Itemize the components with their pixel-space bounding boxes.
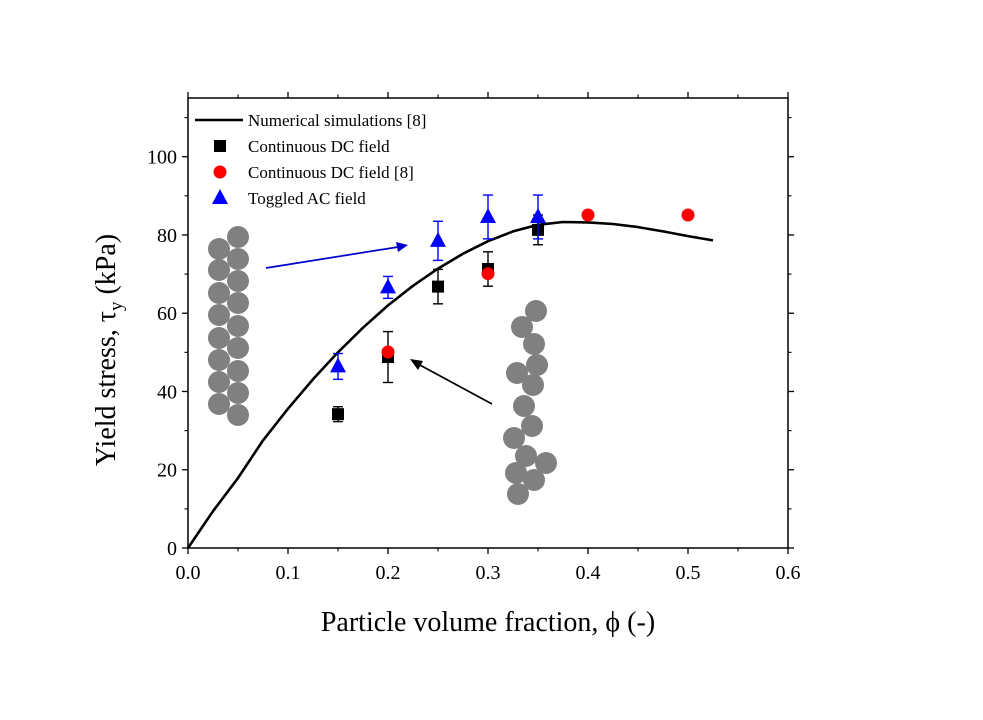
- particle: [208, 304, 230, 326]
- y-axis-title-unit: (kPa): [91, 234, 122, 302]
- y-axis-title-main: Yield stress, τ: [91, 311, 122, 466]
- particle: [227, 315, 249, 337]
- blue-arrow-head: [396, 242, 408, 252]
- y-tick-label: 40: [157, 381, 177, 403]
- particle: [227, 382, 249, 404]
- series-circle: [381, 208, 695, 359]
- particle: [227, 360, 249, 382]
- dc-field-ref-point: [381, 345, 395, 359]
- ac-field-point: [380, 278, 396, 294]
- x-tick-label: 0.4: [576, 562, 601, 584]
- particle: [208, 371, 230, 393]
- series-layer: [186, 194, 714, 549]
- particle: [227, 404, 249, 426]
- particle: [227, 292, 249, 314]
- y-tick-label: 100: [147, 147, 177, 169]
- particle: [526, 354, 548, 376]
- legend-square-marker: [214, 140, 226, 152]
- blue-arrow-shaft: [265, 246, 399, 269]
- particle: [522, 374, 544, 396]
- annotation-arrows: [265, 242, 493, 405]
- particle: [535, 452, 557, 474]
- y-axis-title-subscript: y: [106, 301, 127, 311]
- simulation-curve: [186, 220, 714, 549]
- particle: [227, 270, 249, 292]
- ac-field-point: [330, 357, 346, 373]
- particle: [515, 445, 537, 467]
- particle: [208, 259, 230, 281]
- ac-field-point: [530, 207, 546, 223]
- legend-label: Continuous DC field [8]: [248, 163, 414, 182]
- particle: [208, 349, 230, 371]
- particle: [208, 327, 230, 349]
- particle: [507, 483, 529, 505]
- particle-chain-illustrations: [208, 226, 557, 505]
- dc-field-point: [332, 408, 344, 421]
- y-tick-label: 80: [157, 225, 177, 247]
- y-tick-label: 20: [157, 460, 177, 482]
- dc-field-ref-point: [481, 267, 495, 281]
- particle: [208, 238, 230, 260]
- series-line: [186, 220, 714, 549]
- particle: [523, 333, 545, 355]
- x-tick-label: 0.5: [676, 562, 701, 584]
- particle: [513, 395, 535, 417]
- x-tick-label: 0.6: [776, 562, 801, 584]
- particle: [506, 362, 528, 384]
- y-tick-label: 0: [167, 538, 177, 560]
- x-tick-label: 0.2: [376, 562, 401, 584]
- x-tick-label: 0.0: [176, 562, 201, 584]
- legend-label: Toggled AC field: [248, 189, 366, 208]
- particle: [503, 427, 525, 449]
- y-tick-label: 60: [157, 303, 177, 325]
- legend: Numerical simulations [8] Continuous DC f…: [195, 111, 426, 208]
- particle: [208, 282, 230, 304]
- y-axis-title: Yield stress, τy (kPa): [91, 234, 127, 466]
- ac-field-point: [480, 207, 496, 223]
- black-arrow-shaft: [417, 363, 493, 405]
- x-axis-title: Particle volume fraction, ϕ (-): [321, 607, 655, 638]
- legend-circle-marker: [213, 165, 227, 179]
- particle: [521, 415, 543, 437]
- particle: [227, 226, 249, 248]
- legend-label: Continuous DC field: [248, 137, 390, 156]
- particle: [525, 300, 547, 322]
- dc-field-point: [432, 280, 444, 293]
- black-arrow-head: [410, 359, 423, 370]
- particle: [505, 462, 527, 484]
- particle: [511, 316, 533, 338]
- legend-triangle-marker: [212, 189, 228, 204]
- x-tick-label: 0.3: [476, 562, 501, 584]
- x-tick-label: 0.1: [276, 562, 301, 584]
- particle: [227, 337, 249, 359]
- axis-ticks: 0.0 0.1 0.2 0.3 0.4 0.5 0.6 0 20 40 60 80 100: [147, 92, 801, 584]
- particle: [208, 393, 230, 415]
- dc-field-ref-point: [581, 208, 595, 222]
- particle: [227, 248, 249, 270]
- ac-field-point: [430, 231, 446, 247]
- dc-field-ref-point: [681, 208, 695, 222]
- legend-label: Numerical simulations [8]: [248, 111, 426, 130]
- series-triangle: [330, 194, 546, 381]
- particle: [523, 469, 545, 491]
